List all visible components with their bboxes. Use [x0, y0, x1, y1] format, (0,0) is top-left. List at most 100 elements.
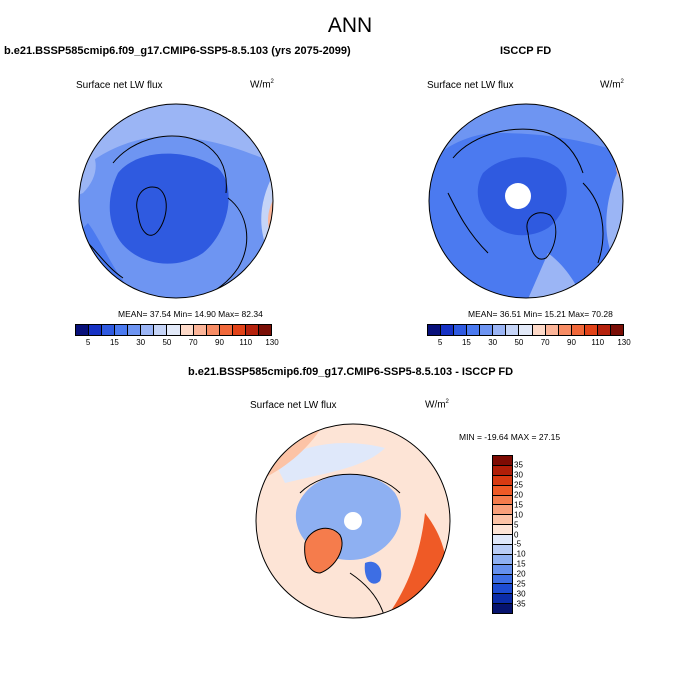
left-polar-map [78, 103, 274, 299]
colorbar-tick-label: 5 [437, 338, 443, 347]
colorbar-swatch [610, 325, 623, 335]
colorbar-tick-label: 30 [136, 338, 146, 347]
colorbar-tick-label: -30 [514, 589, 526, 599]
colorbar-swatch [102, 325, 116, 335]
diff-map-region-cold-spot [364, 561, 382, 584]
colorbar-swatch [193, 325, 207, 335]
diff-stats: MIN = -19.64 MAX = 27.15 [459, 432, 561, 442]
colorbar-swatch [584, 325, 598, 335]
colorbar-swatch [467, 325, 481, 335]
left-stats: MEAN= 37.54 Min= 14.90 Max= 82.34 [118, 309, 263, 319]
colorbar-swatch [597, 325, 611, 335]
right-colorbar [427, 324, 624, 336]
right-map-coastline-north [452, 128, 584, 174]
colorbar-swatch [493, 574, 512, 585]
colorbar-swatch [493, 475, 512, 486]
colorbar-swatch [571, 325, 585, 335]
left-panel-title: b.e21.BSSP585cmip6.f09_g17.CMIP6-SSP5-8.… [4, 45, 351, 57]
colorbar-tick-label: 30 [514, 470, 523, 480]
left-colorbar [75, 324, 272, 336]
left-map-region-pale-n [79, 104, 273, 173]
left-units-label: W/m2 [250, 79, 274, 91]
colorbar-tick-label: 90 [567, 338, 576, 347]
right-map-region-pale-n [429, 104, 623, 163]
colorbar-swatch [258, 325, 271, 335]
colorbar-tick-label: 30 [488, 338, 498, 347]
colorbar-tick-label: -10 [514, 549, 526, 559]
colorbar-tick-label: 130 [617, 338, 631, 347]
diff-map-region-pale-blue-n [275, 443, 385, 483]
colorbar-tick-label: -20 [514, 569, 526, 579]
diff-variable-label: Surface net LW flux [250, 400, 337, 411]
colorbar-swatch [167, 325, 181, 335]
colorbar-swatch [245, 325, 259, 335]
colorbar-swatch [219, 325, 233, 335]
colorbar-swatch [493, 325, 507, 335]
colorbar-swatch [232, 325, 246, 335]
colorbar-swatch [493, 485, 512, 496]
colorbar-swatch [493, 544, 512, 555]
colorbar-tick-label: -25 [514, 579, 526, 589]
diff-panel-title: b.e21.BSSP585cmip6.f09_g17.CMIP6-SSP5-8.… [188, 366, 514, 378]
colorbar-tick-label: 70 [540, 338, 550, 347]
colorbar-swatch [441, 325, 455, 335]
right-polar-map [428, 103, 624, 299]
colorbar-tick-label: 50 [514, 338, 524, 347]
right-units-label: W/m2 [600, 79, 624, 91]
colorbar-tick-label: 70 [188, 338, 198, 347]
colorbar-tick-label: 35 [514, 460, 523, 470]
diff-map-missing-pole [344, 512, 362, 530]
right-map-coastline-greenland [526, 212, 557, 260]
colorbar-tick-label: -35 [514, 599, 526, 609]
right-map-coastline-east [582, 182, 604, 264]
right-stats: MEAN= 36.51 Min= 15.21 Max= 70.28 [468, 309, 613, 319]
colorbar-swatch [128, 325, 142, 335]
colorbar-tick-label: 5 [514, 520, 519, 530]
diff-units-label: W/m2 [425, 399, 449, 411]
colorbar-tick-label: 50 [162, 338, 172, 347]
diff-map-outline [255, 423, 451, 619]
colorbar-swatch [493, 495, 512, 506]
colorbar-swatch [493, 554, 512, 565]
colorbar-swatch [493, 604, 512, 613]
colorbar-swatch [493, 525, 512, 535]
colorbar-swatch [76, 325, 90, 335]
colorbar-tick-label: 10 [514, 510, 523, 520]
colorbar-swatch [493, 515, 512, 526]
colorbar-swatch [493, 594, 512, 605]
diff-polar-map [255, 423, 451, 619]
right-map-outline [428, 103, 624, 299]
colorbar-tick-label: 90 [215, 338, 224, 347]
left-map-coastline-greenland [136, 186, 167, 236]
right-map-coastline-west [447, 192, 489, 254]
colorbar-swatch [141, 325, 155, 335]
diff-map-region-warm-greenland [304, 528, 343, 573]
colorbar-swatch [493, 584, 512, 595]
diff-colorbar-labels: 35 30 25 20 15 10 5 0 -5 -10 -15 -20 -25 -30 -35 [514, 455, 544, 614]
colorbar-swatch [493, 564, 512, 575]
colorbar-swatch [493, 456, 512, 466]
colorbar-swatch [506, 325, 520, 335]
left-map-coastline-north [112, 135, 227, 194]
left-map-outline [78, 103, 274, 299]
colorbar-swatch [493, 465, 512, 476]
colorbar-tick-label: 110 [591, 338, 605, 347]
colorbar-swatch [154, 325, 168, 335]
colorbar-tick-label: 20 [514, 490, 523, 500]
colorbar-swatch [493, 505, 512, 516]
left-colorbar-labels: 5 15 30 50 70 90 110 130 [75, 338, 279, 350]
colorbar-swatch [519, 325, 533, 335]
right-colorbar-labels: 5 15 30 50 70 90 110 130 [427, 338, 631, 350]
colorbar-swatch [206, 325, 220, 335]
figure-title: ANN [327, 14, 373, 37]
left-map-region-deep-center [109, 153, 229, 264]
colorbar-swatch [180, 325, 194, 335]
colorbar-swatch [493, 535, 512, 545]
colorbar-tick-label: 110 [239, 338, 253, 347]
colorbar-swatch [558, 325, 572, 335]
colorbar-tick-label: 15 [461, 338, 471, 347]
left-map-coastline-west [87, 242, 124, 279]
right-panel-title: ISCCP FD [500, 45, 552, 57]
left-variable-label: Surface net LW flux [76, 80, 163, 91]
colorbar-swatch [454, 325, 468, 335]
